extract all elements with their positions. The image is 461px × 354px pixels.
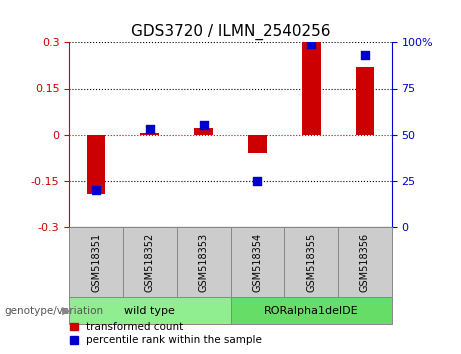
Bar bbox=[284, 227, 338, 297]
Bar bbox=[248, 135, 267, 153]
Title: GDS3720 / ILMN_2540256: GDS3720 / ILMN_2540256 bbox=[131, 23, 330, 40]
Bar bbox=[230, 227, 284, 297]
Point bbox=[361, 52, 369, 58]
Point bbox=[200, 122, 207, 128]
Bar bbox=[177, 227, 230, 297]
Bar bbox=[302, 41, 320, 135]
Legend: transformed count, percentile rank within the sample: transformed count, percentile rank withi… bbox=[70, 322, 262, 345]
Bar bbox=[194, 129, 213, 135]
Text: wild type: wild type bbox=[124, 306, 175, 316]
Text: GSM518354: GSM518354 bbox=[252, 232, 262, 292]
Text: GSM518355: GSM518355 bbox=[306, 232, 316, 292]
Bar bbox=[123, 227, 177, 297]
Text: GSM518356: GSM518356 bbox=[360, 232, 370, 292]
Point bbox=[92, 187, 100, 193]
Bar bbox=[230, 297, 392, 324]
Text: genotype/variation: genotype/variation bbox=[5, 306, 104, 316]
Text: GSM518351: GSM518351 bbox=[91, 232, 101, 292]
Point bbox=[254, 178, 261, 183]
Bar bbox=[69, 227, 123, 297]
Text: GSM518353: GSM518353 bbox=[199, 232, 209, 292]
Text: ▶: ▶ bbox=[62, 306, 71, 316]
Bar bbox=[141, 133, 159, 135]
Text: GSM518352: GSM518352 bbox=[145, 232, 155, 292]
Bar bbox=[87, 135, 106, 194]
Bar bbox=[69, 297, 230, 324]
Bar bbox=[338, 227, 392, 297]
Bar bbox=[355, 67, 374, 135]
Point bbox=[307, 41, 315, 47]
Text: RORalpha1delDE: RORalpha1delDE bbox=[264, 306, 359, 316]
Point bbox=[146, 126, 154, 132]
